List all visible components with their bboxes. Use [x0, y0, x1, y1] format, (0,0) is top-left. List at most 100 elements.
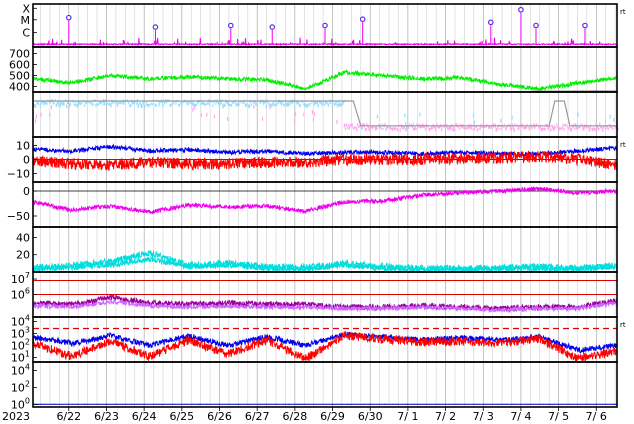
sector-point: [612, 128, 614, 130]
sector-point: [172, 101, 174, 105]
sector-point: [40, 112, 42, 117]
x-tick-label: 6/30: [358, 410, 383, 423]
sector-point: [566, 124, 568, 126]
y-tick-label: 700: [9, 48, 30, 61]
sector-point: [599, 122, 601, 127]
sector-point: [556, 125, 559, 128]
x-tick-label: 6/29: [320, 410, 345, 423]
sector-point: [458, 127, 461, 130]
sector-point: [266, 99, 268, 102]
x-tick-label: 7/ 2: [435, 410, 456, 423]
sector-point: [256, 102, 258, 104]
sector-point: [517, 127, 519, 130]
sector-point: [502, 124, 504, 126]
sector-point: [207, 102, 209, 105]
sector-point: [450, 126, 452, 130]
sector-point: [270, 104, 272, 108]
sector-point: [387, 126, 389, 129]
sector-point: [91, 100, 93, 103]
sector-point: [574, 123, 576, 127]
sector-point: [537, 127, 540, 129]
sector-point: [261, 116, 264, 121]
sector-point: [62, 100, 64, 105]
sector-point: [417, 127, 419, 129]
sector-point: [325, 101, 328, 103]
sector-point: [312, 101, 315, 104]
sector-point: [567, 126, 569, 129]
sector-point: [131, 102, 134, 105]
sector-point: [146, 102, 148, 106]
sector-point: [269, 105, 271, 110]
sector-point: [52, 101, 55, 105]
x-tick-label: 7/ 4: [510, 410, 531, 423]
sector-point: [336, 104, 338, 106]
sector-point: [471, 127, 473, 130]
sector-point: [484, 125, 486, 128]
sector-point: [227, 117, 229, 121]
sector-point: [613, 117, 615, 122]
sector-point: [170, 103, 172, 107]
sector-point: [404, 113, 406, 118]
sector-point: [158, 102, 160, 107]
sector-point: [98, 101, 101, 105]
sector-point: [128, 101, 130, 104]
sector-point: [298, 104, 300, 107]
sector-point: [50, 105, 53, 110]
sector-point: [222, 104, 224, 109]
sector-point: [582, 126, 584, 130]
y-tick-label: 101: [11, 350, 30, 365]
sector-point: [145, 100, 147, 103]
sector-point: [264, 99, 267, 104]
sector-point: [443, 123, 446, 125]
sector-point: [88, 101, 90, 104]
sector-point: [497, 125, 499, 129]
sector-point: [262, 101, 265, 105]
sector-point: [285, 103, 287, 107]
sector-point: [342, 101, 345, 104]
sector-point: [166, 99, 169, 102]
sector-point: [324, 103, 326, 106]
sector-point: [230, 104, 233, 107]
sector-point: [301, 101, 303, 103]
sector-point: [259, 102, 261, 104]
sector-point: [60, 100, 62, 104]
sector-point: [116, 102, 119, 107]
sector-point: [611, 126, 613, 129]
sector-point: [351, 123, 353, 127]
panel-frames: [32, 3, 618, 411]
sector-point: [327, 103, 330, 107]
sector-point: [441, 125, 444, 128]
y-tick-label: C: [22, 27, 30, 40]
sector-point: [190, 101, 192, 104]
sector-point: [531, 126, 533, 130]
panel-right-label: rt: [620, 141, 626, 149]
sector-point: [489, 127, 492, 129]
y-tick-label: 20: [16, 249, 30, 262]
sector-point: [463, 127, 465, 130]
sector-point: [226, 101, 228, 104]
sector-point: [511, 123, 513, 126]
flare-marker: [152, 24, 159, 30]
sector-point: [287, 103, 289, 107]
sector-point: [528, 127, 530, 131]
sector-point: [486, 124, 488, 127]
sector-point: [581, 124, 583, 126]
sector-point: [490, 125, 493, 129]
sector-point: [520, 123, 522, 127]
sector-point: [334, 103, 336, 106]
sector-point: [105, 102, 107, 107]
sector-point: [464, 126, 466, 130]
sector-point: [389, 125, 391, 129]
sector-point: [407, 126, 410, 129]
sector-point: [163, 100, 166, 105]
sector-point: [303, 102, 305, 106]
sector-point: [376, 127, 379, 130]
y-tick-label: 107: [11, 271, 30, 286]
sector-point: [312, 117, 314, 122]
sector-point: [253, 104, 255, 109]
sector-point: [606, 125, 608, 129]
sector-point: [481, 127, 483, 128]
sector-point: [412, 127, 414, 130]
sector-point: [216, 99, 219, 102]
sector-point: [341, 104, 343, 107]
